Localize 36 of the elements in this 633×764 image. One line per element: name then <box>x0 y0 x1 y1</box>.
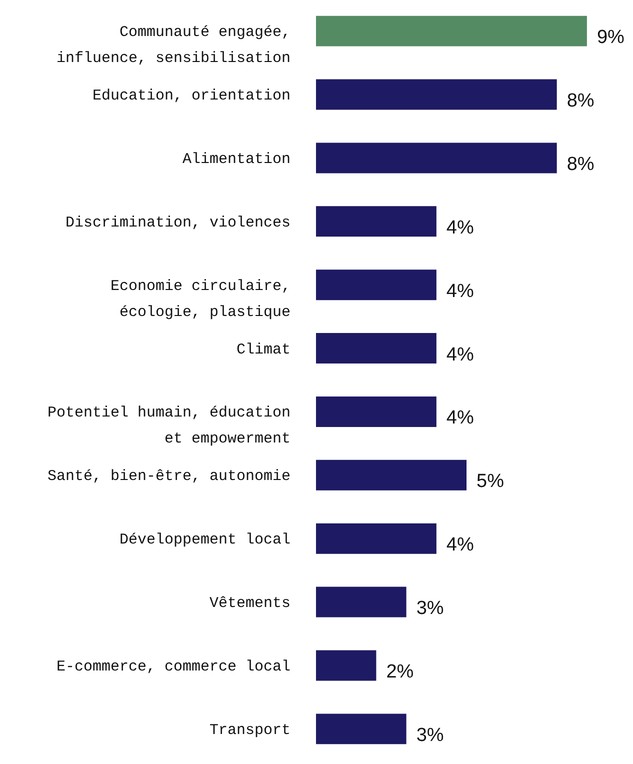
y-tick-label: Santé, bien-être, autonomie <box>47 468 290 486</box>
bar <box>316 270 436 300</box>
data-label: 3% <box>416 598 444 620</box>
data-label: 9% <box>596 27 625 48</box>
y-tick-label: Développement local <box>119 532 290 549</box>
y-tick-label: Alimentation <box>182 150 290 168</box>
data-label: 4% <box>446 280 474 302</box>
y-tick-label: Discrimination, violences <box>65 214 290 232</box>
data-label: 4% <box>446 344 474 366</box>
y-tick-label: Transport <box>209 722 290 739</box>
y-tick-label: Education, orientation <box>92 88 290 105</box>
y-tick-label: Communauté engagée, influence, sensibilisation <box>56 24 290 68</box>
data-label: 4% <box>446 408 474 429</box>
bar <box>316 79 557 110</box>
bar <box>316 460 467 490</box>
data-label: 2% <box>386 661 414 682</box>
data-label: 8% <box>566 154 594 175</box>
data-label: 4% <box>446 217 474 238</box>
bar <box>316 396 436 427</box>
bar <box>316 142 557 174</box>
bar <box>316 714 406 744</box>
data-label: 3% <box>416 724 444 746</box>
bar <box>316 16 587 46</box>
y-tick-label: Vêtements <box>209 595 290 612</box>
data-label: 4% <box>446 534 474 556</box>
bar <box>316 333 436 364</box>
y-tick-label: E-commerce, commerce local <box>56 658 290 676</box>
data-label: 8% <box>566 90 594 112</box>
bar <box>316 206 436 237</box>
y-tick-label: Climat <box>236 341 290 358</box>
bar <box>316 523 436 554</box>
bar <box>316 586 406 618</box>
data-label: 5% <box>476 471 504 492</box>
y-tick-label: Economie circulaire, écologie, plastique <box>110 278 290 321</box>
y-tick-label: Potentiel humain, éducation et empowerment <box>47 404 290 448</box>
bar <box>316 650 376 681</box>
